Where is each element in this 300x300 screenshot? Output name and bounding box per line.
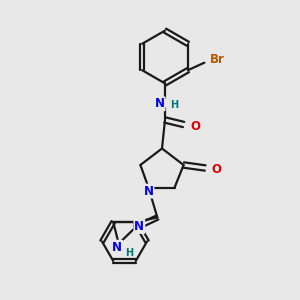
Text: H: H xyxy=(125,248,133,258)
Text: N: N xyxy=(134,220,144,233)
Text: O: O xyxy=(190,120,200,134)
Text: H: H xyxy=(170,100,179,110)
Text: N: N xyxy=(154,97,165,110)
Text: Br: Br xyxy=(209,53,224,66)
Text: N: N xyxy=(143,184,154,198)
Text: O: O xyxy=(212,163,222,176)
Text: N: N xyxy=(112,241,122,254)
